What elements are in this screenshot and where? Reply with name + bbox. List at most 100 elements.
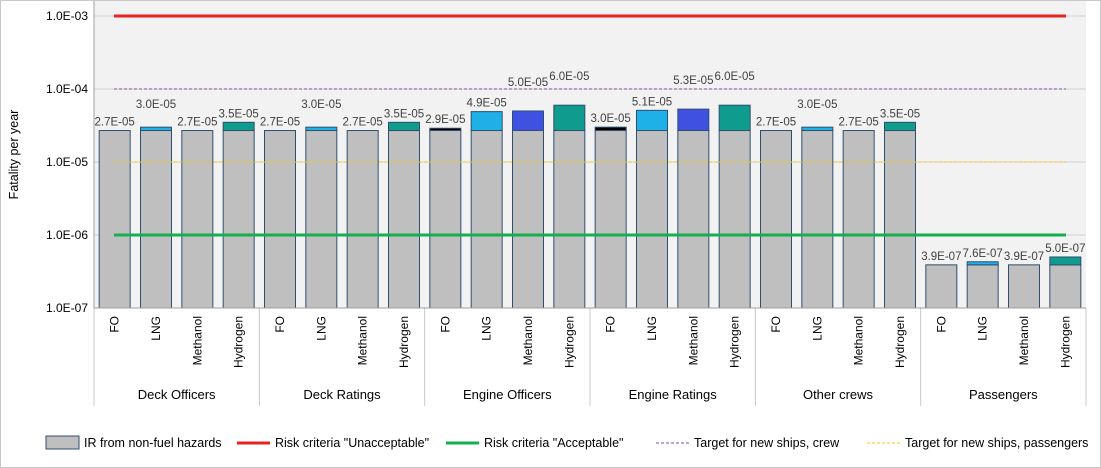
bar-base	[222, 130, 255, 309]
bar-fuel-segment	[594, 126, 627, 132]
data-label: 2.7E-05	[756, 117, 796, 129]
x-tick-label: Methanol	[190, 316, 204, 365]
bar-base	[842, 130, 875, 309]
bar-fuel-segment	[305, 126, 338, 132]
bar-base	[636, 130, 668, 309]
bar-fuel-segment	[884, 121, 916, 132]
x-tick-label: LNG	[314, 316, 328, 341]
bar-fuel-segment	[429, 127, 462, 132]
data-label: 3.5E-05	[219, 108, 259, 120]
data-label: 2.7E-05	[177, 117, 217, 129]
y-tick-label: 1.0E-05	[46, 155, 88, 169]
x-tick-label: Hydrogen	[397, 316, 411, 368]
data-label: 2.7E-05	[95, 117, 135, 129]
x-tick-label: Hydrogen	[728, 316, 742, 368]
group-label: Engine Ratings	[629, 387, 718, 402]
group-label: Deck Ratings	[303, 387, 381, 402]
data-label: 3.0E-05	[797, 99, 837, 111]
bar-base	[553, 130, 586, 309]
data-label: 2.7E-05	[839, 117, 879, 129]
data-label: 2.9E-05	[425, 114, 465, 126]
legend-label: Risk criteria "Unacceptable"	[275, 436, 429, 450]
y-axis-title: Fatality per year	[7, 110, 21, 200]
y-tick-label: 1.0E-04	[46, 82, 88, 96]
x-tick-label: LNG	[976, 316, 990, 341]
bar-base	[305, 130, 338, 309]
bar-fuel-segment	[512, 110, 544, 132]
legend-swatch	[45, 435, 80, 450]
x-tick-label: Hydrogen	[893, 316, 907, 368]
bar-fuel-segment	[718, 104, 751, 132]
x-tick-label: Methanol	[521, 316, 535, 365]
bar-fuel-segment	[801, 126, 834, 132]
plot-area	[94, 1, 1086, 308]
bar-base	[264, 130, 296, 309]
bar-base	[884, 130, 916, 309]
bar-base	[388, 130, 420, 309]
legend-label: Target for new ships, crew	[694, 436, 840, 450]
group-label: Passengers	[969, 387, 1038, 402]
group-label: Deck Officers	[138, 387, 216, 402]
x-tick-label: Hydrogen	[1058, 316, 1072, 368]
x-tick-label: Hydrogen	[562, 316, 576, 368]
x-tick-label: LNG	[149, 316, 163, 341]
x-tick-label: Methanol	[356, 316, 370, 365]
data-label: 7.6E-07	[963, 248, 1003, 260]
data-label: 6.0E-05	[549, 71, 589, 83]
data-label: 2.7E-05	[343, 117, 383, 129]
bar-fuel-segment	[1049, 256, 1082, 266]
x-tick-label: LNG	[645, 316, 659, 341]
data-label: 3.9E-07	[1004, 251, 1044, 263]
bar-base	[594, 130, 627, 309]
data-label: 3.0E-05	[591, 113, 631, 125]
bar-fuel-segment	[470, 111, 503, 132]
bar-base	[346, 130, 379, 309]
x-tick-label: FO	[273, 316, 287, 333]
x-tick-label: FO	[108, 316, 122, 333]
legend-label: Target for new ships, passengers	[905, 436, 1088, 450]
bar-base	[512, 130, 544, 309]
bar-base	[718, 130, 751, 309]
x-tick-label: Methanol	[1017, 316, 1031, 365]
group-label: Engine Officers	[463, 387, 552, 402]
data-label: 3.5E-05	[880, 108, 920, 120]
data-label: 3.0E-05	[136, 99, 176, 111]
x-tick-label: LNG	[810, 316, 824, 341]
bar-base	[677, 130, 710, 309]
group-label: Other crews	[803, 387, 874, 402]
bar-fuel-segment	[222, 121, 255, 132]
bar-base	[925, 264, 958, 309]
bar-fuel-segment	[636, 109, 668, 132]
bar-base	[1049, 264, 1082, 309]
bar-base	[470, 130, 503, 309]
bar-base	[801, 130, 834, 309]
x-tick-label: LNG	[480, 316, 494, 341]
bar-fuel-segment	[140, 126, 172, 132]
bar-fuel-segment	[677, 108, 710, 132]
bar-fuel-segment	[388, 121, 420, 132]
data-label: 6.0E-05	[715, 71, 755, 83]
data-label: 3.5E-05	[384, 108, 424, 120]
data-label: 4.9E-05	[467, 98, 507, 110]
data-label: 5.0E-05	[508, 77, 548, 89]
bar-base	[966, 264, 999, 309]
bar-base	[1008, 264, 1040, 309]
bar-fuel-segment	[553, 104, 586, 132]
data-label: 5.1E-05	[632, 96, 672, 108]
legend-label: Risk criteria "Acceptable"	[484, 436, 623, 450]
bar-fuel-segment	[966, 261, 999, 266]
bar-base	[760, 130, 792, 309]
y-tick-label: 1.0E-03	[46, 9, 88, 23]
data-label: 3.9E-07	[921, 251, 961, 263]
data-label: 5.3E-05	[673, 75, 713, 87]
x-tick-label: FO	[438, 316, 452, 333]
legend-label: IR from non-fuel hazards	[84, 436, 222, 450]
x-tick-label: FO	[769, 316, 783, 333]
x-tick-label: Hydrogen	[232, 316, 246, 368]
x-tick-label: Methanol	[686, 316, 700, 365]
data-label: 3.0E-05	[301, 99, 341, 111]
bar-base	[140, 130, 172, 309]
y-tick-label: 1.0E-07	[46, 301, 88, 315]
